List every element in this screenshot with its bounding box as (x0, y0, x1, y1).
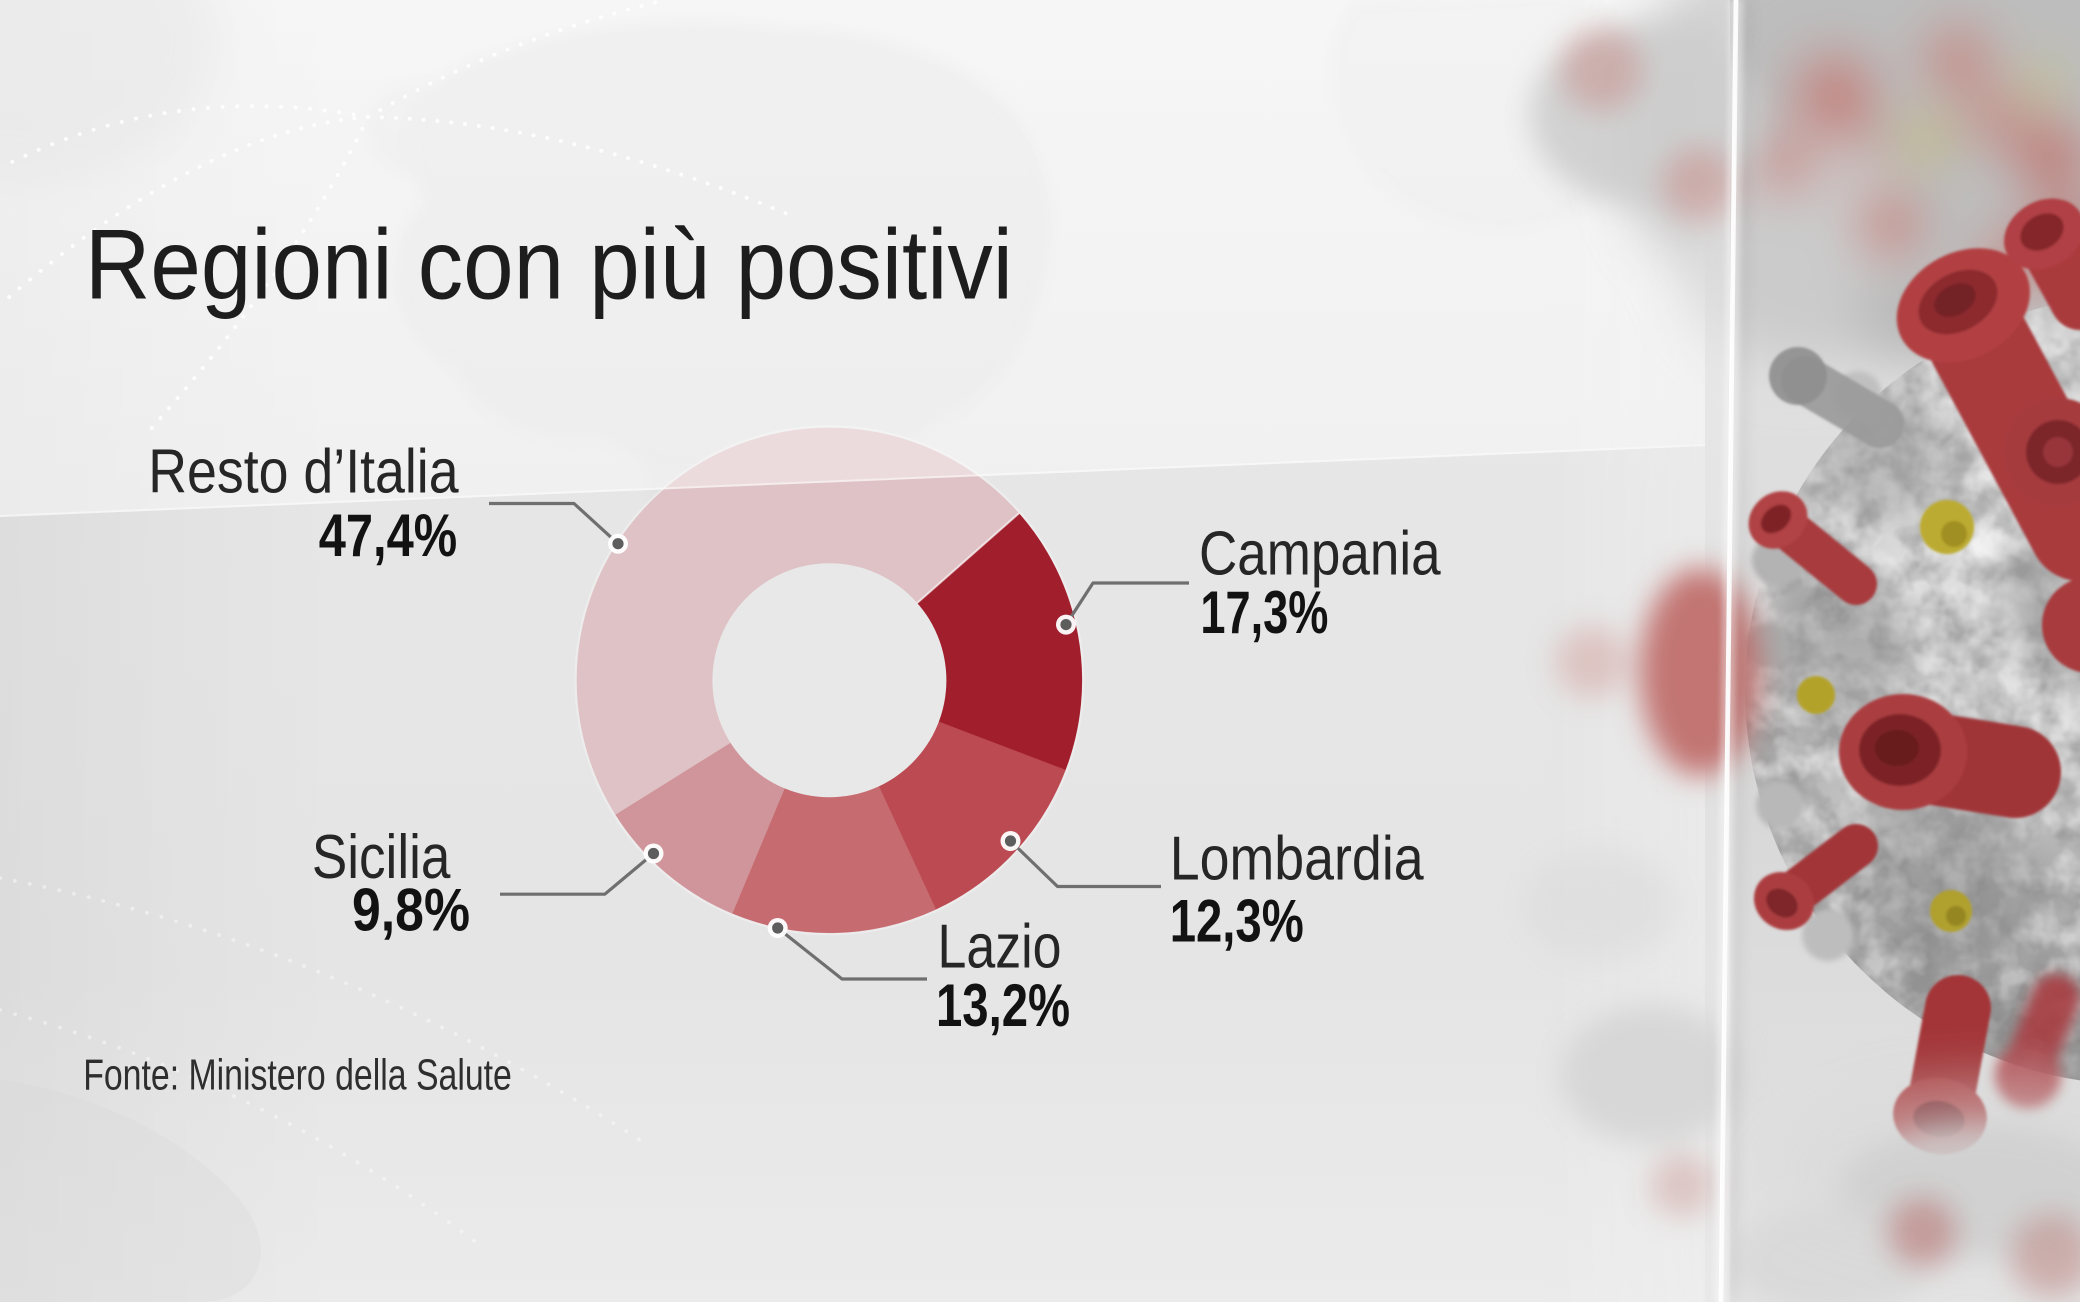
svg-text:Campania: Campania (1199, 520, 1441, 589)
svg-text:12,3%: 12,3% (1170, 888, 1304, 955)
svg-text:Lazio: Lazio (938, 912, 1062, 981)
svg-text:Resto d’Italia: Resto d’Italia (148, 438, 459, 506)
svg-text:Regioni con più positivi: Regioni con più positivi (85, 210, 1013, 321)
svg-text:17,3%: 17,3% (1200, 580, 1328, 647)
svg-text:Sicilia: Sicilia (312, 823, 451, 892)
svg-text:Lombardia: Lombardia (1170, 824, 1425, 893)
svg-text:Fonte: Ministero della Salute: Fonte: Ministero della Salute (83, 1050, 512, 1099)
svg-text:13,2%: 13,2% (936, 973, 1070, 1040)
svg-text:47,4%: 47,4% (319, 501, 457, 569)
svg-text:9,8%: 9,8% (352, 876, 470, 943)
